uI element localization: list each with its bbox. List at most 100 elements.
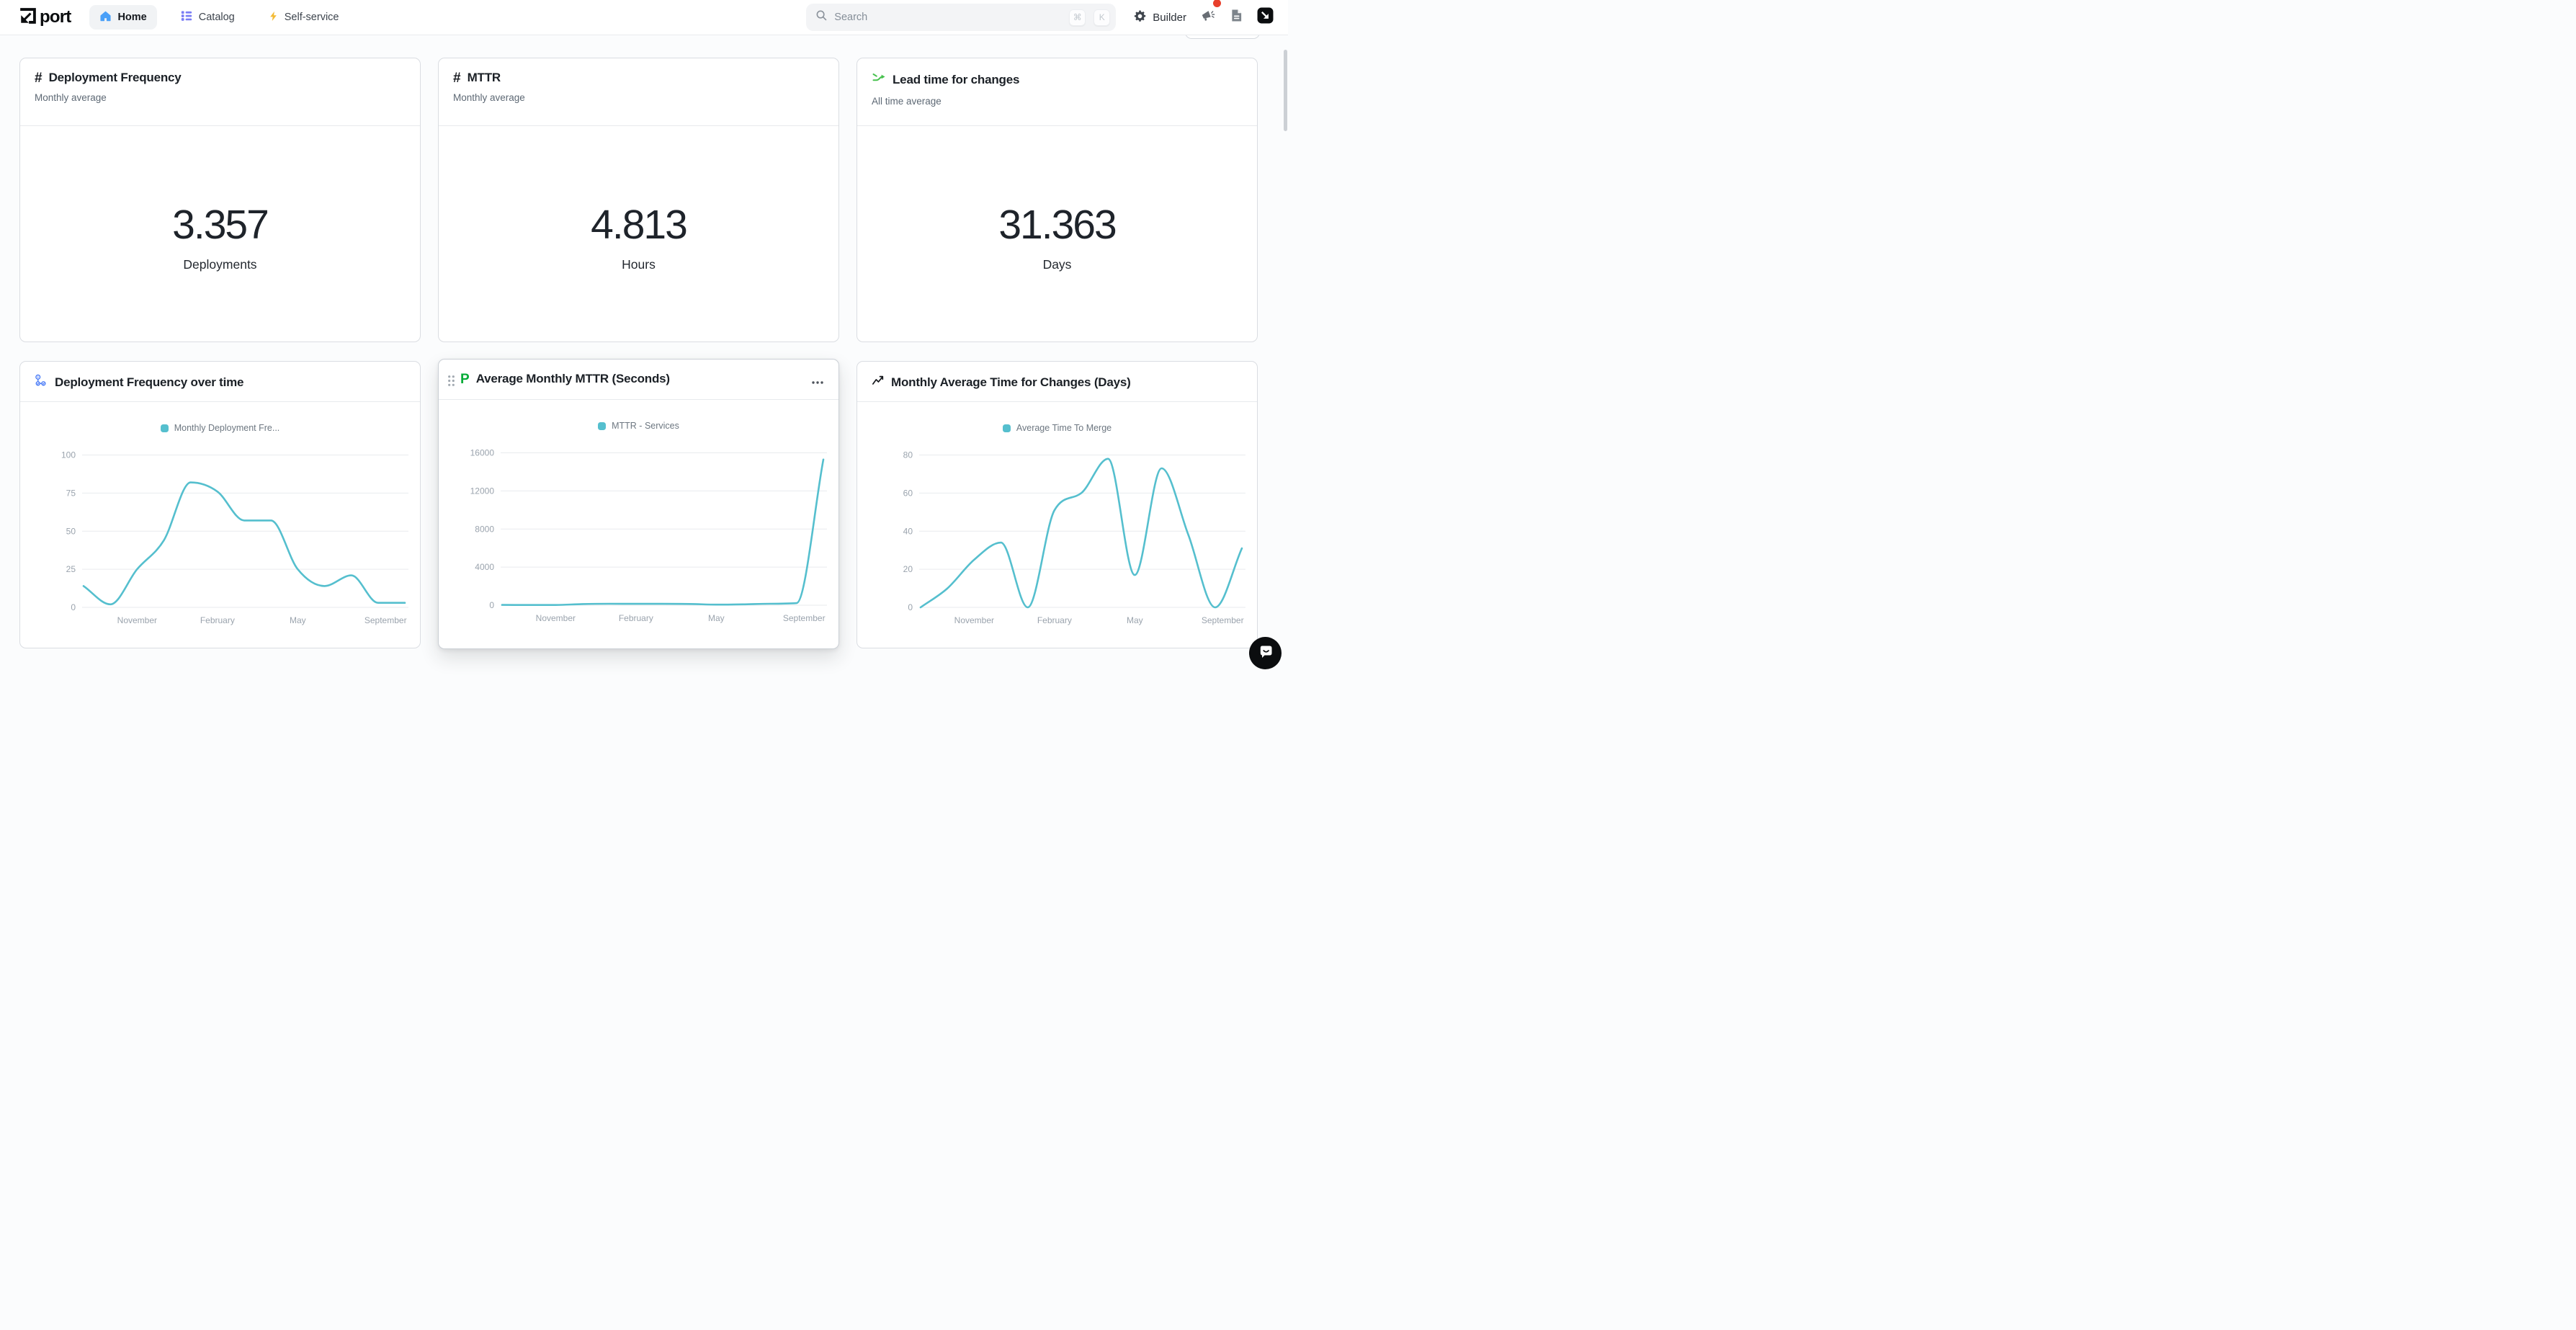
tab-catalog[interactable]: Catalog <box>170 5 245 30</box>
legend-mttr-services[interactable]: MTTR - Services <box>439 420 838 432</box>
card-divider <box>20 125 420 126</box>
announcements-button[interactable] <box>1201 0 1221 27</box>
svg-text:0: 0 <box>71 602 76 612</box>
card-menu-button[interactable] <box>808 372 827 391</box>
top-nav: port Home Catalog <box>0 0 1288 35</box>
card-deployment-frequency-chart: Deployment Frequency over time Monthly D… <box>19 361 421 648</box>
svg-text:80: 80 <box>903 450 913 460</box>
svg-text:May: May <box>1127 615 1143 625</box>
home-icon <box>99 10 112 25</box>
catalog-icon <box>180 9 193 25</box>
tab-self-service[interactable]: Self-service <box>258 5 349 30</box>
svg-text:40: 40 <box>903 526 913 536</box>
metric-value: 4.813 <box>591 202 688 248</box>
megaphone-icon <box>1201 8 1216 27</box>
svg-text:60: 60 <box>903 488 913 498</box>
time-for-changes-line-chart[interactable]: 0 20 40 60 80 November February May September <box>869 448 1247 630</box>
card-deployment-frequency: # Deployment Frequency Monthly average 3… <box>19 58 421 342</box>
svg-text:50: 50 <box>66 526 76 536</box>
svg-text:November: November <box>117 615 157 625</box>
svg-text:February: February <box>619 613 653 623</box>
svg-text:0: 0 <box>908 602 913 612</box>
chat-launcher-button[interactable] <box>1249 637 1282 669</box>
svg-text:February: February <box>200 615 235 625</box>
legend-label: Average Time To Merge <box>1016 423 1112 433</box>
k-key-badge: K <box>1094 9 1111 26</box>
svg-text:75: 75 <box>66 488 76 498</box>
cmd-key-badge: ⌘ <box>1069 9 1086 26</box>
card-title: Deployment Frequency over time <box>55 375 244 389</box>
card-divider <box>20 401 420 402</box>
svg-text:February: February <box>1037 615 1072 625</box>
svg-text:May: May <box>290 615 306 625</box>
notification-dot <box>1213 0 1221 7</box>
port-mark-icon <box>1257 7 1274 27</box>
card-title: MTTR <box>467 71 501 84</box>
brand-name: port <box>40 7 71 27</box>
card-title: Lead time for changes <box>893 72 1020 86</box>
port-account-button[interactable] <box>1257 7 1274 27</box>
card-title: Monthly Average Time for Changes (Days) <box>891 375 1131 389</box>
svg-text:25: 25 <box>66 564 76 574</box>
svg-text:0: 0 <box>489 600 494 610</box>
card-mttr-chart: P Average Monthly MTTR (Seconds) MTTR - … <box>438 359 839 649</box>
main-tabs: Home Catalog Self-service <box>89 5 349 30</box>
port-logo[interactable]: port <box>19 6 71 29</box>
document-icon <box>1230 9 1243 26</box>
legend-swatch <box>1002 424 1011 432</box>
search-placeholder: Search <box>834 12 868 23</box>
legend-label: MTTR - Services <box>612 421 679 431</box>
chat-bubble-icon <box>1257 643 1274 664</box>
svg-text:September: September <box>1202 615 1244 625</box>
gear-icon <box>1133 9 1147 26</box>
card-time-for-changes-chart: Monthly Average Time for Changes (Days) … <box>857 361 1258 648</box>
metric-value: 3.357 <box>172 202 269 248</box>
svg-text:12000: 12000 <box>470 486 495 496</box>
tab-catalog-label: Catalog <box>198 12 235 23</box>
legend-monthly-deployment[interactable]: Monthly Deployment Fre... <box>20 422 420 434</box>
svg-text:16000: 16000 <box>470 448 495 458</box>
card-divider <box>857 125 1257 126</box>
metric-unit: Deployments <box>183 257 257 272</box>
builder-label: Builder <box>1153 11 1186 24</box>
metric-cards-row: # Deployment Frequency Monthly average 3… <box>19 58 1258 342</box>
tab-home[interactable]: Home <box>89 5 157 30</box>
search-icon <box>815 9 828 25</box>
page-scrollbar[interactable] <box>1284 50 1287 131</box>
svg-text:September: September <box>365 615 407 625</box>
svg-text:September: September <box>783 613 826 623</box>
drag-handle[interactable] <box>447 375 455 390</box>
legend-swatch <box>160 424 169 432</box>
mttr-line-chart[interactable]: 0 4000 8000 12000 16000 November February May Se… <box>450 446 828 628</box>
merge-icon <box>872 71 886 89</box>
legend-average-time-to-merge[interactable]: Average Time To Merge <box>857 422 1257 434</box>
search-input[interactable]: Search ⌘ K <box>806 4 1117 31</box>
metric-unit: Days <box>1042 257 1072 272</box>
card-subtitle: All time average <box>872 96 942 107</box>
pagerduty-icon: P <box>460 371 470 387</box>
metric-unit: Hours <box>622 257 656 272</box>
lightning-icon <box>268 10 279 25</box>
card-title: Average Monthly MTTR (Seconds) <box>475 372 670 385</box>
card-lead-time: Lead time for changes All time average 3… <box>857 58 1258 342</box>
port-logo-icon <box>19 6 37 29</box>
deployment-frequency-line-chart[interactable]: 0 25 50 75 100 November February May September <box>32 448 410 630</box>
legend-label: Monthly Deployment Fre... <box>174 423 280 433</box>
docs-button[interactable] <box>1230 9 1243 26</box>
svg-text:November: November <box>536 613 576 623</box>
tab-self-service-label: Self-service <box>284 12 339 23</box>
svg-text:4000: 4000 <box>475 562 494 572</box>
svg-text:20: 20 <box>903 564 913 574</box>
card-divider <box>857 401 1257 402</box>
hash-icon: # <box>453 70 461 86</box>
trend-icon <box>872 374 885 390</box>
legend-swatch <box>598 421 607 430</box>
builder-button[interactable]: Builder <box>1133 9 1186 26</box>
card-divider <box>439 125 838 126</box>
hash-icon: # <box>35 70 43 86</box>
card-subtitle: Monthly average <box>35 92 107 103</box>
card-divider <box>439 399 838 400</box>
card-title: Deployment Frequency <box>48 71 182 84</box>
card-mttr: # MTTR Monthly average 4.813 Hours <box>438 58 839 342</box>
svg-text:8000: 8000 <box>475 524 494 534</box>
